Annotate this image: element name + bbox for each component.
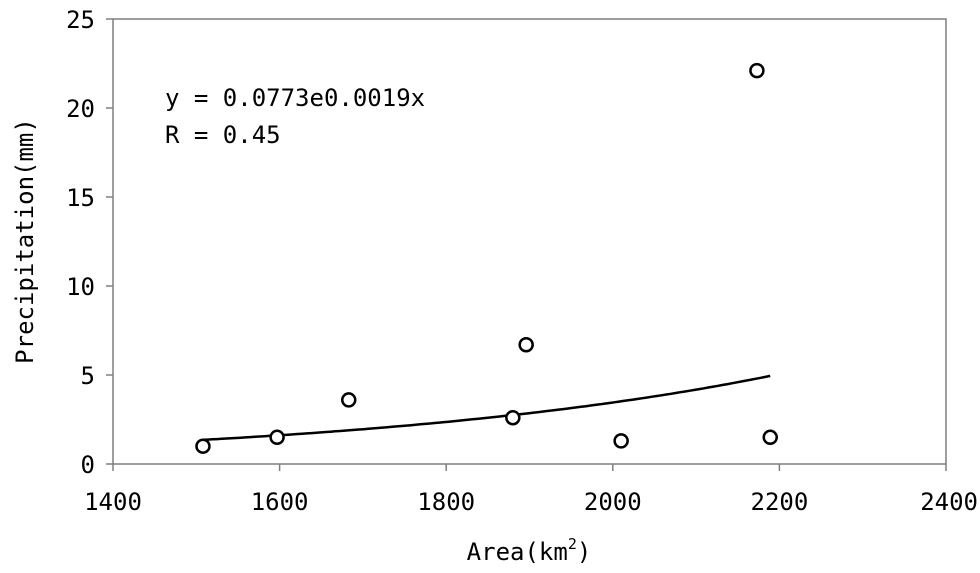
y-axis: 0 5 10 15 20 25 bbox=[66, 6, 113, 479]
y-axis-title: Precipitation(mm) bbox=[11, 118, 39, 364]
x-axis: 1400 1600 1800 2000 2200 2400 bbox=[84, 464, 978, 516]
y-tick-label: 15 bbox=[66, 184, 95, 212]
data-point bbox=[269, 429, 285, 446]
data-point bbox=[613, 433, 629, 449]
data-point bbox=[340, 392, 357, 408]
data-point bbox=[195, 438, 211, 454]
trendline bbox=[202, 374, 771, 442]
data-point bbox=[749, 62, 765, 79]
data-point bbox=[505, 409, 521, 426]
data-points bbox=[195, 62, 778, 454]
annotation-equation: y = 0.0773e0.0019x bbox=[165, 84, 425, 112]
y-tick-label: 25 bbox=[66, 6, 95, 34]
plot-area bbox=[112, 18, 947, 465]
y-tick-label: 10 bbox=[66, 273, 95, 301]
y-tick-label: 0 bbox=[81, 451, 95, 479]
x-axis-title-superscript: 2 bbox=[568, 535, 577, 553]
y-tick-label: 5 bbox=[81, 362, 95, 390]
data-point bbox=[518, 336, 534, 353]
x-tick-label: 1400 bbox=[84, 488, 142, 516]
y-tick-label: 20 bbox=[66, 95, 95, 123]
x-tick-label: 1600 bbox=[251, 488, 309, 516]
data-point bbox=[762, 429, 778, 446]
x-axis-title: Area(km2) bbox=[467, 535, 592, 566]
x-tick-label: 2200 bbox=[751, 488, 809, 516]
annotation-r: R = 0.45 bbox=[165, 121, 281, 149]
x-tick-label: 2000 bbox=[584, 488, 642, 516]
x-tick-label: 1800 bbox=[417, 488, 475, 516]
x-tick-label: 2400 bbox=[920, 488, 978, 516]
